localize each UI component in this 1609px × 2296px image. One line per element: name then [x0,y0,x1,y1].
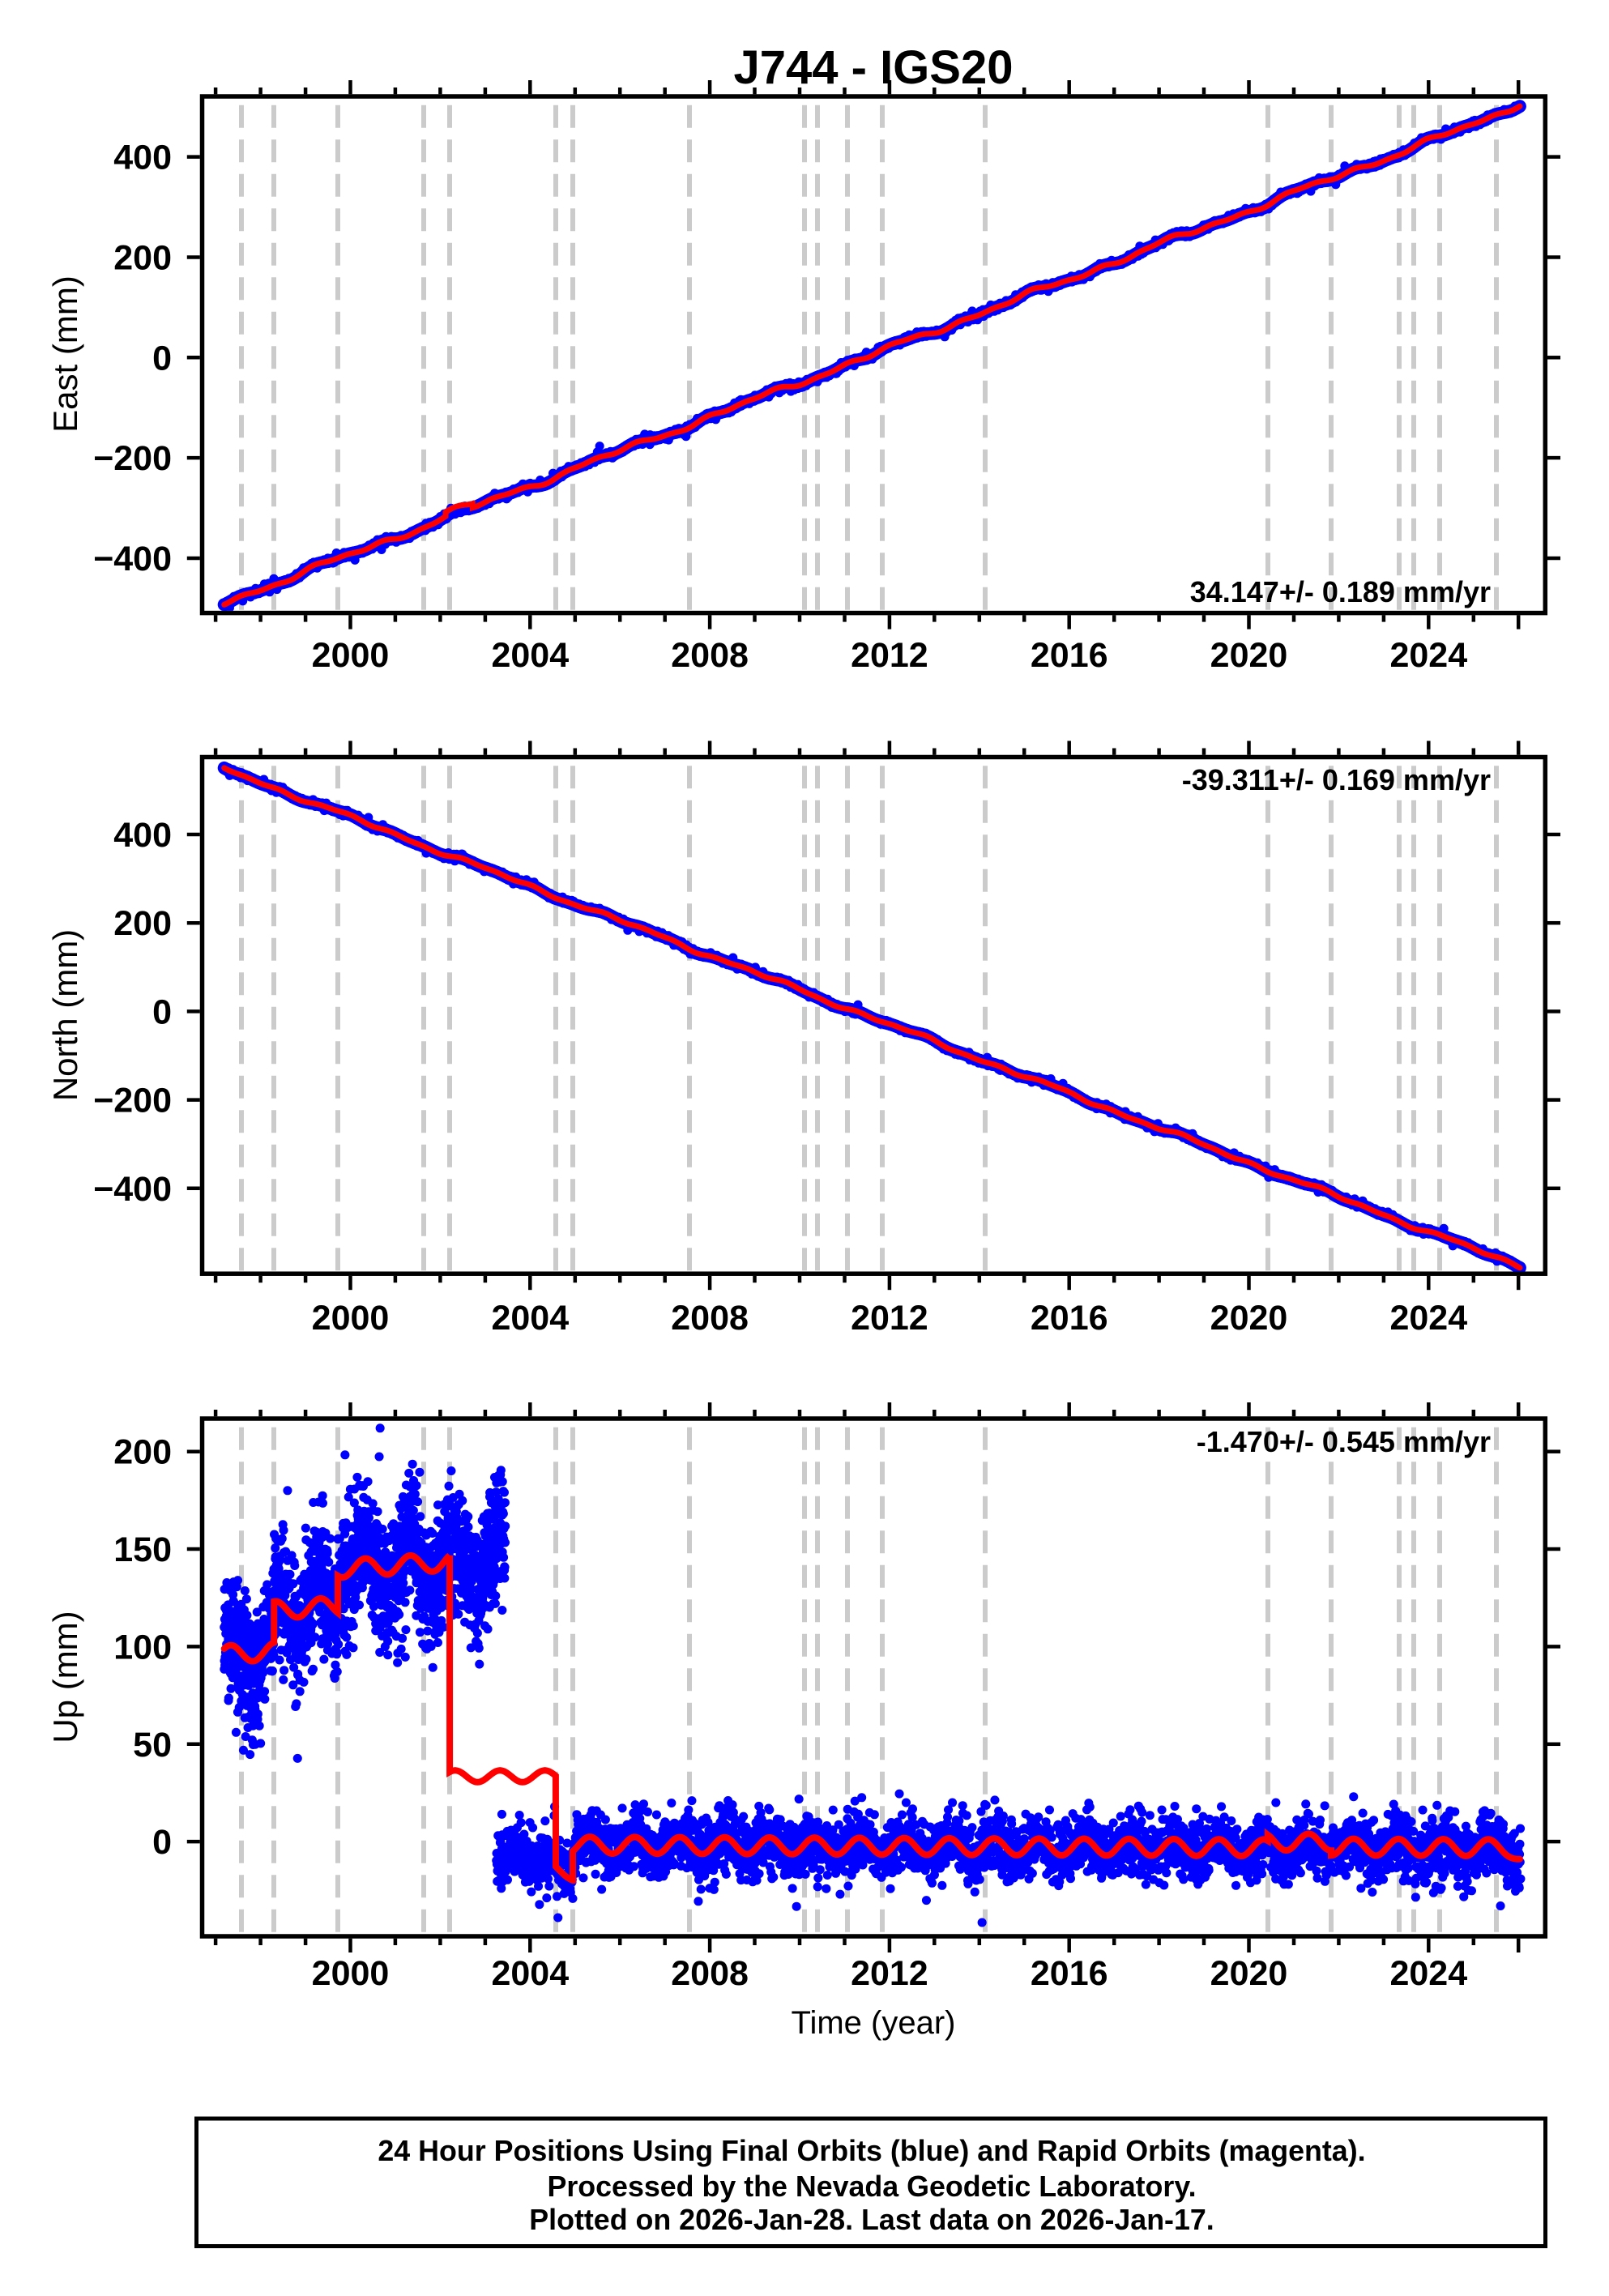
svg-text:Plotted on 2026-Jan-28. Last d: Plotted on 2026-Jan-28. Last data on 202… [529,2204,1214,2236]
svg-text:2000: 2000 [312,1954,390,1993]
svg-text:2024: 2024 [1389,636,1467,675]
svg-text:100: 100 [113,1628,172,1667]
svg-text:2016: 2016 [1031,1954,1108,1993]
svg-text:2000: 2000 [312,1299,390,1338]
svg-text:2020: 2020 [1210,636,1288,675]
svg-text:0: 0 [152,1823,172,1862]
svg-text:2016: 2016 [1031,1299,1108,1338]
svg-text:400: 400 [113,139,172,177]
svg-text:East (mm): East (mm) [46,275,84,433]
svg-text:400: 400 [113,816,172,855]
svg-text:−400: −400 [93,540,172,578]
svg-text:24 Hour Positions Using Final: 24 Hour Positions Using Final Orbits (bl… [378,2135,1365,2167]
svg-text:2008: 2008 [671,636,749,675]
svg-text:Up (mm): Up (mm) [46,1611,84,1743]
svg-text:150: 150 [113,1530,172,1569]
svg-text:50: 50 [133,1726,172,1765]
svg-text:2008: 2008 [671,1954,749,1993]
svg-text:-39.311+/- 0.169 mm/yr: -39.311+/- 0.169 mm/yr [1182,763,1491,796]
svg-text:−400: −400 [93,1170,172,1209]
svg-text:Processed by the Nevada Geodet: Processed by the Nevada Geodetic Laborat… [547,2170,1196,2203]
svg-text:2012: 2012 [851,1299,928,1338]
svg-text:2020: 2020 [1210,1954,1288,1993]
svg-text:J744 - IGS20: J744 - IGS20 [734,41,1014,94]
svg-text:2024: 2024 [1389,1954,1467,1993]
svg-text:2004: 2004 [491,1299,569,1338]
svg-text:−200: −200 [93,439,172,478]
svg-text:0: 0 [152,339,172,378]
svg-text:2012: 2012 [851,636,928,675]
svg-text:2000: 2000 [312,636,390,675]
svg-text:-1.470+/- 0.545 mm/yr: -1.470+/- 0.545 mm/yr [1197,1425,1491,1458]
svg-text:200: 200 [113,1433,172,1472]
svg-text:2008: 2008 [671,1299,749,1338]
svg-text:Time (year): Time (year) [792,2005,956,2041]
svg-text:200: 200 [113,238,172,277]
svg-text:34.147+/- 0.189 mm/yr: 34.147+/- 0.189 mm/yr [1190,575,1491,608]
svg-text:2012: 2012 [851,1954,928,1993]
svg-text:North (mm): North (mm) [46,929,84,1101]
svg-text:2004: 2004 [491,636,569,675]
svg-text:0: 0 [152,992,172,1031]
svg-text:200: 200 [113,904,172,943]
svg-text:2024: 2024 [1389,1299,1467,1338]
svg-text:2004: 2004 [491,1954,569,1993]
svg-text:2020: 2020 [1210,1299,1288,1338]
svg-text:−200: −200 [93,1082,172,1120]
svg-text:2016: 2016 [1031,636,1108,675]
